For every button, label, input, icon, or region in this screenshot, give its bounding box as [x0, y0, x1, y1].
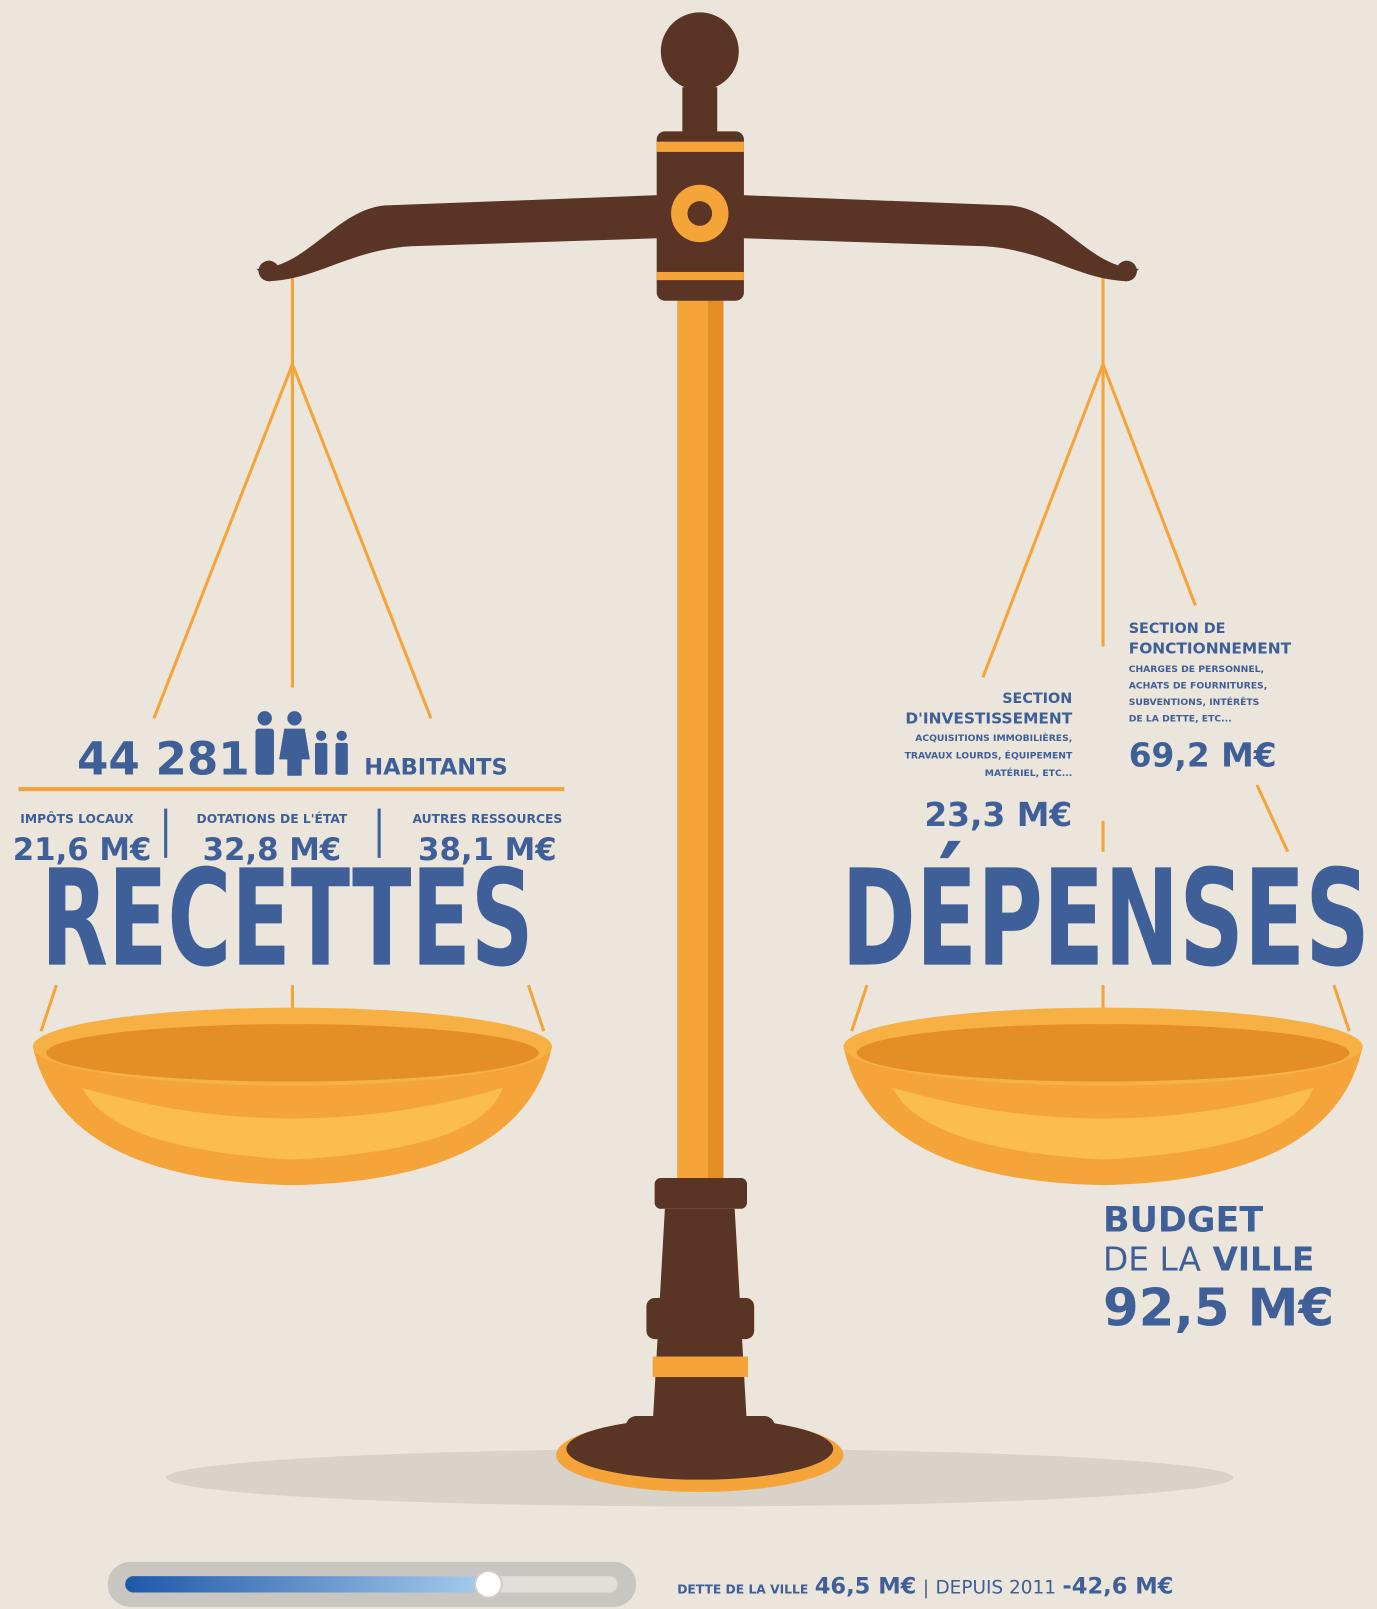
base-band: [653, 1357, 748, 1378]
investissement: SECTION D'INVESTISSEMENT ACQUISITIONS IM…: [905, 691, 1073, 834]
pan-right: [843, 1008, 1362, 1186]
section-description: CHARGES DE PERSONNEL,: [1129, 664, 1264, 675]
section-description: SUBVENTIONS, INTÉRÊTS: [1129, 696, 1260, 708]
pan-left: [33, 1008, 552, 1186]
budget-amount: 92,5 M€: [1103, 1279, 1334, 1339]
section-description: DE LA DETTE, ETC...: [1129, 713, 1232, 724]
debt-label: DETTE DE LA VILLE: [677, 1583, 808, 1597]
depenses-title: DÉPENSES: [841, 841, 1369, 997]
section-title: FONCTIONNEMENT: [1129, 640, 1292, 658]
item-label: AUTRES RESSOURCES: [413, 812, 563, 826]
section-title: SECTION: [1002, 691, 1072, 707]
debt-text: DETTE DE LA VILLE 46,5 M€ | DEPUIS 2011 …: [677, 1574, 1173, 1600]
collar-band: [657, 142, 744, 152]
section-title: SECTION DE: [1129, 621, 1226, 637]
fonctionnement: SECTION DE FONCTIONNEMENT CHARGES DE PER…: [1129, 621, 1292, 774]
page: 44 281 HABITANTS IMPÔTS LOCAUX 21,6 M€ D…: [0, 0, 1377, 1609]
budget-text: DE LA: [1103, 1240, 1201, 1278]
neck: [682, 87, 717, 133]
foot-top: [626, 1416, 775, 1447]
pillar-shade: [708, 292, 723, 1195]
divider: [18, 787, 564, 791]
recettes-title: RECETTES: [41, 842, 534, 997]
debt-separator: |: [923, 1578, 929, 1599]
budget-line: DE LA VILLE: [1103, 1240, 1314, 1278]
beam-end: [1116, 261, 1137, 282]
knob: [661, 12, 739, 90]
base-ring: [646, 1298, 754, 1339]
collar-band: [657, 272, 744, 280]
beam-end: [259, 261, 280, 282]
debt-since-label: DEPUIS 2011: [935, 1578, 1056, 1599]
debt-knob: [475, 1571, 502, 1598]
section-amount: 23,3 M€: [924, 796, 1072, 834]
base-ring: [655, 1178, 747, 1209]
infographic: 44 281 HABITANTS IMPÔTS LOCAUX 21,6 M€ D…: [0, 0, 1377, 1609]
section-description: ACQUISITIONS IMMOBILIÈRES,: [915, 732, 1072, 744]
debt-fill: [125, 1576, 489, 1592]
section-description: TRAVAUX LOURDS, ÉQUIPEMENT: [905, 749, 1073, 761]
pivot-center: [687, 201, 712, 226]
item-label: DOTATIONS DE L'ÉTAT: [197, 811, 348, 826]
debt-since-amount: -42,6 M€: [1062, 1574, 1173, 1600]
section-amount: 69,2 M€: [1129, 737, 1277, 775]
item-label: IMPÔTS LOCAUX: [20, 811, 134, 826]
debt-amount: 46,5 M€: [815, 1574, 917, 1600]
budget-text: VILLE: [1212, 1240, 1314, 1278]
habitants-label: HABITANTS: [364, 755, 508, 781]
section-description: ACHATS DE FOURNITURES,: [1129, 681, 1268, 692]
section-description: MATÉRIEL, ETC...: [985, 767, 1072, 779]
budget-line: BUDGET: [1103, 1200, 1263, 1240]
habitants-count: 44 281: [77, 733, 250, 786]
section-title: D'INVESTISSEMENT: [905, 709, 1072, 727]
people-icons: [255, 711, 347, 776]
